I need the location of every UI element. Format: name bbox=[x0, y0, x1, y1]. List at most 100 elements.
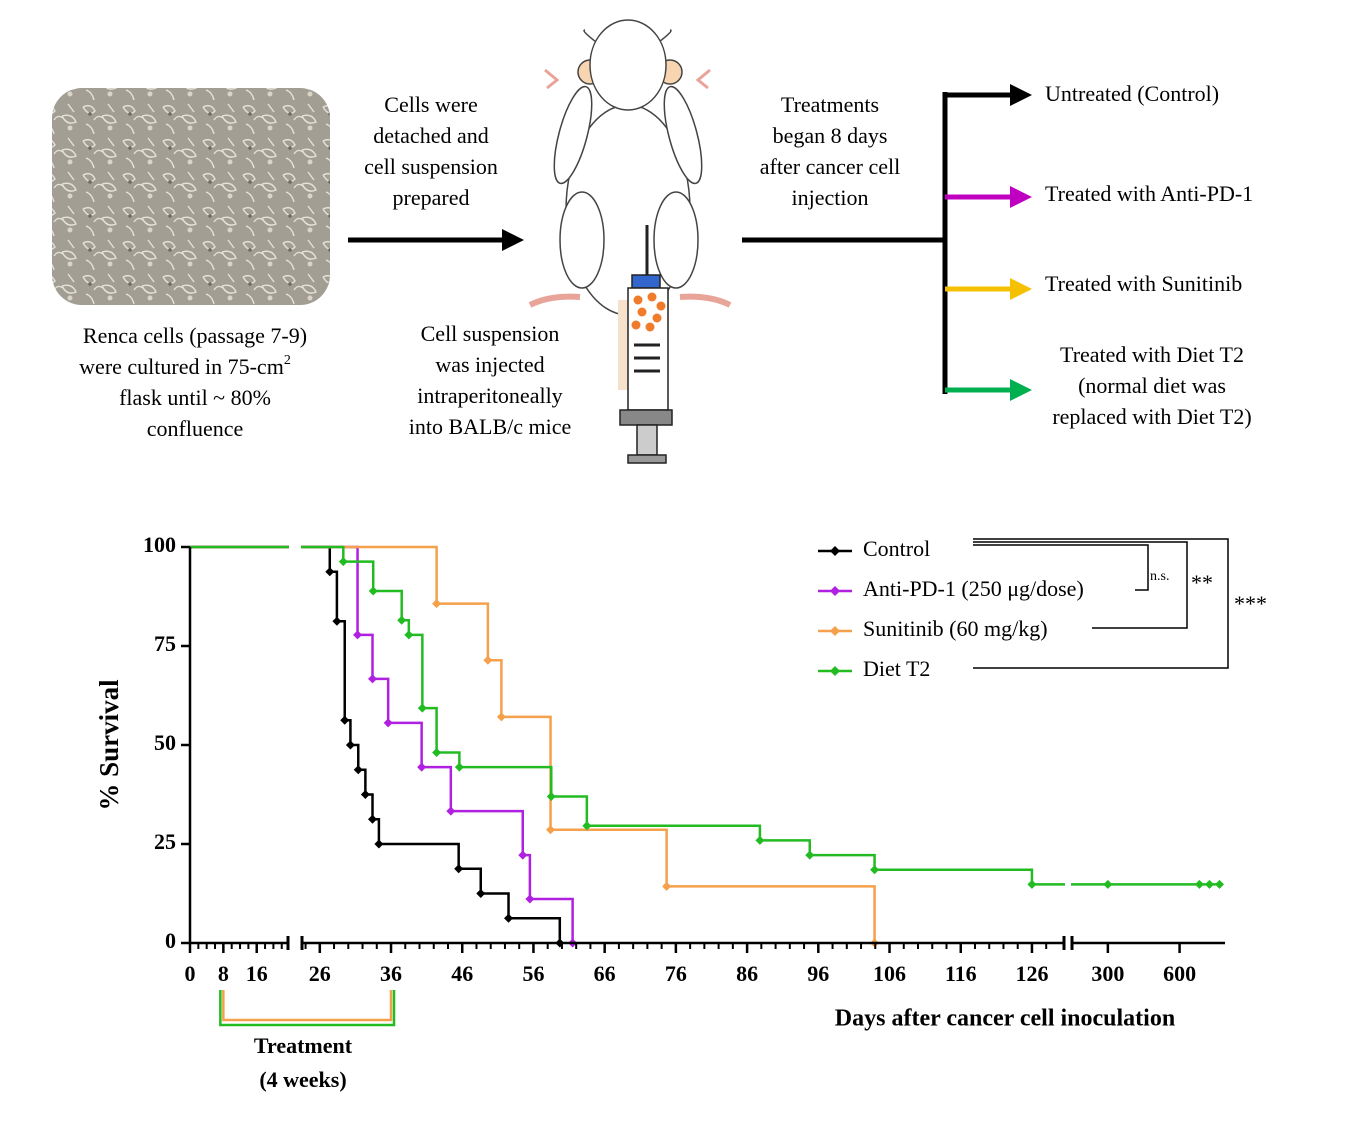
significance-bracket bbox=[973, 544, 1149, 591]
point bbox=[432, 748, 442, 758]
culture-image bbox=[52, 88, 330, 305]
y-axis-label: % Survival bbox=[94, 679, 124, 811]
x-tick-label: 600 bbox=[1163, 961, 1196, 986]
point bbox=[546, 791, 556, 801]
treatment-bracket bbox=[222, 990, 393, 1022]
treatment-label: Treatment bbox=[254, 1033, 353, 1058]
point bbox=[454, 864, 464, 874]
point bbox=[1204, 879, 1214, 889]
legend-label: Anti-PD-1 (250 μg/dose) bbox=[863, 576, 1084, 601]
point bbox=[476, 889, 486, 898]
point bbox=[338, 557, 348, 567]
step-text: Cells were bbox=[384, 92, 477, 117]
syringe bbox=[619, 225, 673, 464]
point bbox=[360, 790, 370, 799]
point bbox=[340, 715, 350, 725]
point bbox=[1103, 879, 1113, 889]
point bbox=[368, 586, 378, 596]
point bbox=[1027, 879, 1037, 889]
caption-text: were cultured in 75-cm bbox=[79, 354, 284, 379]
step-text: cell suspension bbox=[364, 154, 498, 179]
point bbox=[662, 881, 672, 891]
x-tick-label: 126 bbox=[1015, 961, 1048, 986]
point bbox=[870, 865, 880, 875]
significance-bracket bbox=[973, 541, 1188, 629]
point bbox=[397, 615, 407, 625]
point bbox=[496, 712, 506, 722]
branch-label: Untreated (Control) bbox=[1045, 81, 1219, 106]
legend-marker bbox=[830, 626, 840, 636]
x-tick-label: 76 bbox=[665, 961, 687, 986]
mouse bbox=[528, 19, 732, 390]
point bbox=[325, 567, 335, 577]
point bbox=[446, 806, 456, 816]
branch-label: (normal diet was bbox=[1078, 373, 1226, 398]
point bbox=[805, 850, 815, 860]
caption-line: Renca cells (passage 7-9) bbox=[83, 323, 307, 348]
axis-break-gap bbox=[289, 530, 301, 955]
y-tick-label: 25 bbox=[154, 829, 176, 854]
legend-label: Diet T2 bbox=[863, 656, 930, 681]
point bbox=[525, 894, 535, 904]
x-tick-label: 16 bbox=[246, 961, 268, 986]
y-tick-label: 100 bbox=[143, 532, 176, 557]
point bbox=[1194, 879, 1204, 889]
branch-label: Treated with Sunitinib bbox=[1045, 271, 1242, 296]
point bbox=[374, 839, 384, 849]
caption-superscript: 2 bbox=[284, 353, 291, 368]
treatment-bracket bbox=[219, 990, 396, 1027]
legend-label: Sunitinib (60 mg/kg) bbox=[863, 616, 1048, 641]
x-tick-label: 56 bbox=[522, 961, 544, 986]
x-tick-label: 46 bbox=[451, 961, 473, 986]
step-text: Treatments bbox=[781, 92, 879, 117]
legend-label: Control bbox=[863, 536, 930, 561]
point bbox=[404, 630, 414, 640]
step-text: Cell suspension bbox=[421, 321, 560, 346]
x-tick-label: 300 bbox=[1091, 961, 1124, 986]
arrow-head bbox=[1010, 379, 1032, 401]
point bbox=[345, 740, 355, 750]
step-text: was injected bbox=[435, 352, 544, 377]
point bbox=[368, 814, 378, 824]
x-tick-label: 106 bbox=[873, 961, 906, 986]
x-tick-label: 96 bbox=[807, 961, 829, 986]
x-tick-label: 116 bbox=[945, 961, 977, 986]
x-tick-label: 36 bbox=[380, 961, 402, 986]
x-tick-label: 86 bbox=[736, 961, 758, 986]
x-axis-label: Days after cancer cell inoculation bbox=[835, 1006, 1175, 1032]
x-tick-label: 0 bbox=[185, 961, 196, 986]
point bbox=[454, 762, 464, 772]
point bbox=[417, 703, 427, 713]
y-tick-label: 0 bbox=[165, 928, 176, 953]
point bbox=[1215, 879, 1225, 889]
step-text: injection bbox=[792, 185, 869, 210]
point bbox=[518, 850, 528, 860]
annotation: ** bbox=[1191, 570, 1213, 595]
point bbox=[368, 674, 378, 684]
caption-line: confluence bbox=[147, 416, 244, 441]
x-tick-label: 8 bbox=[218, 961, 229, 986]
point bbox=[546, 825, 556, 835]
legend-marker bbox=[830, 586, 840, 596]
legend-marker bbox=[830, 666, 840, 676]
treatment-label: (4 weeks) bbox=[259, 1067, 346, 1092]
y-tick-label: 75 bbox=[154, 631, 176, 656]
step-text: detached and bbox=[373, 123, 488, 148]
axis-break-gap bbox=[1065, 530, 1071, 955]
point bbox=[332, 616, 342, 626]
legend-marker bbox=[830, 546, 840, 556]
arrows bbox=[348, 92, 948, 394]
survival-line bbox=[190, 545, 574, 943]
point bbox=[432, 599, 442, 609]
step-text: prepared bbox=[393, 185, 470, 210]
point bbox=[582, 821, 592, 831]
branch-label: replaced with Diet T2) bbox=[1052, 404, 1251, 429]
branch-label: Treated with Anti-PD-1 bbox=[1045, 181, 1253, 206]
branch-label: Treated with Diet T2 bbox=[1060, 342, 1244, 367]
annotation: n.s. bbox=[1150, 569, 1169, 584]
step-text: after cancer cell bbox=[760, 154, 900, 179]
point bbox=[755, 835, 765, 845]
x-tick-label: 66 bbox=[594, 961, 616, 986]
point bbox=[383, 718, 393, 728]
